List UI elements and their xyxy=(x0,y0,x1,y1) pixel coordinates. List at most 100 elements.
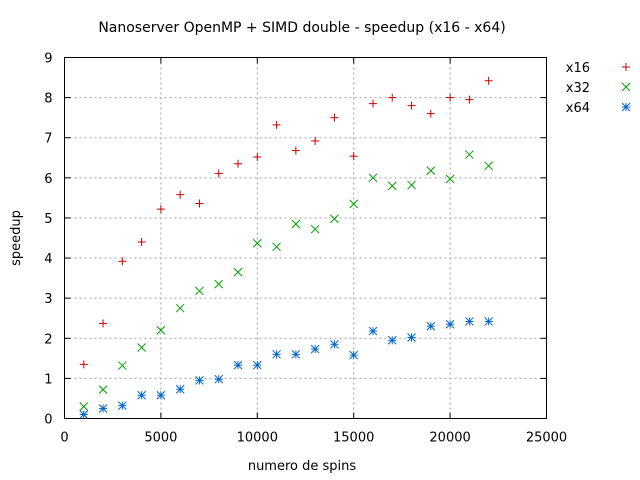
point-x64 xyxy=(175,384,185,394)
point-x64 xyxy=(233,360,243,370)
y-tick-label: 2 xyxy=(44,332,52,347)
point-x32 xyxy=(310,224,320,234)
point-x64 xyxy=(330,339,339,349)
point-x32 xyxy=(195,286,204,296)
point-x64 xyxy=(117,401,127,411)
point-x64 xyxy=(156,390,166,400)
data-points xyxy=(79,76,494,419)
point-x16 xyxy=(118,257,127,266)
point-x32 xyxy=(117,361,127,370)
point-x32 xyxy=(407,180,416,190)
x-axis-title: numero de spins xyxy=(248,459,357,474)
point-x64 xyxy=(426,321,436,331)
legend-label-x32: x32 xyxy=(566,81,590,96)
y-tick-label: 7 xyxy=(44,132,52,147)
point-x32 xyxy=(252,238,262,248)
y-tick-label: 1 xyxy=(44,372,52,387)
point-x32 xyxy=(272,242,281,252)
x-tick-label: 0 xyxy=(60,431,68,446)
point-x64 xyxy=(79,410,89,419)
point-x64 xyxy=(137,390,146,400)
point-x16 xyxy=(388,93,397,102)
point-x32 xyxy=(330,214,339,224)
point-x16 xyxy=(368,99,377,108)
point-x64 xyxy=(445,319,455,329)
legend-marker-x32 xyxy=(621,82,631,92)
point-x16 xyxy=(465,95,474,104)
point-x64 xyxy=(291,349,301,359)
point-x16 xyxy=(156,205,165,214)
plot-frame xyxy=(64,57,547,419)
x-tick-label: 20000 xyxy=(429,431,470,446)
grid-lines xyxy=(64,57,547,419)
point-x32 xyxy=(156,325,166,335)
point-x32 xyxy=(484,161,494,171)
point-x64 xyxy=(349,350,359,360)
point-x16 xyxy=(79,360,88,369)
point-x64 xyxy=(465,317,474,326)
point-x64 xyxy=(407,333,416,342)
point-x32 xyxy=(175,303,185,313)
point-x16 xyxy=(426,109,435,118)
point-x16 xyxy=(99,319,108,328)
point-x64 xyxy=(310,344,320,354)
point-x32 xyxy=(465,150,474,159)
legend-marker-x64 xyxy=(621,102,631,112)
series-x64 xyxy=(79,317,494,419)
point-x32 xyxy=(233,267,243,277)
series-x16 xyxy=(79,76,493,369)
point-x16 xyxy=(446,93,455,102)
x-tick-label: 25000 xyxy=(526,431,567,446)
point-x32 xyxy=(79,402,89,411)
y-tick-label: 5 xyxy=(44,212,52,227)
point-x64 xyxy=(368,326,378,336)
legend-label-x64: x64 xyxy=(566,101,590,116)
point-x64 xyxy=(195,376,204,385)
x-tick-label: 5000 xyxy=(144,431,177,446)
point-x64 xyxy=(252,360,262,370)
y-axis-title: speedup xyxy=(9,210,24,266)
axis-ticks: 0 5000 10000 15000 20000 25000 0 1 2 3 4 5 6 7 8 9 xyxy=(44,52,567,446)
point-x32 xyxy=(291,219,301,229)
point-x64 xyxy=(214,374,224,384)
point-x16 xyxy=(195,199,204,208)
point-x16 xyxy=(234,159,243,168)
point-x16 xyxy=(176,190,185,199)
point-x32 xyxy=(426,166,436,175)
point-x16 xyxy=(330,113,339,122)
point-x16 xyxy=(214,169,223,178)
point-x16 xyxy=(311,136,320,145)
point-x16 xyxy=(137,238,146,247)
y-tick-label: 0 xyxy=(44,413,52,428)
y-tick-label: 8 xyxy=(44,92,52,107)
point-x32 xyxy=(349,199,359,209)
point-x16 xyxy=(349,152,358,161)
point-x32 xyxy=(445,174,455,184)
legend: x16 x32 x64 xyxy=(566,61,631,116)
x-tick-label: 10000 xyxy=(237,431,278,446)
point-x32 xyxy=(137,343,146,352)
y-tick-label: 3 xyxy=(44,292,52,307)
point-x16 xyxy=(253,152,262,161)
y-tick-label: 9 xyxy=(44,52,52,67)
series-x32 xyxy=(79,150,494,411)
point-x16 xyxy=(484,76,493,85)
point-x32 xyxy=(387,181,397,191)
legend-label-x16: x16 xyxy=(566,61,590,76)
point-x64 xyxy=(98,404,108,413)
point-x64 xyxy=(272,349,281,359)
chart-title: Nanoserver OpenMP + SIMD double - speedu… xyxy=(98,20,505,36)
point-x16 xyxy=(407,101,416,110)
point-x32 xyxy=(98,385,108,394)
y-tick-label: 4 xyxy=(44,252,52,267)
x-tick-label: 15000 xyxy=(333,431,374,446)
point-x32 xyxy=(368,173,378,183)
point-x64 xyxy=(387,335,397,345)
point-x32 xyxy=(214,279,224,289)
point-x16 xyxy=(272,120,281,129)
legend-marker-x16 xyxy=(622,63,630,71)
point-x64 xyxy=(484,317,494,326)
y-tick-label: 6 xyxy=(44,172,52,187)
point-x16 xyxy=(291,146,300,155)
